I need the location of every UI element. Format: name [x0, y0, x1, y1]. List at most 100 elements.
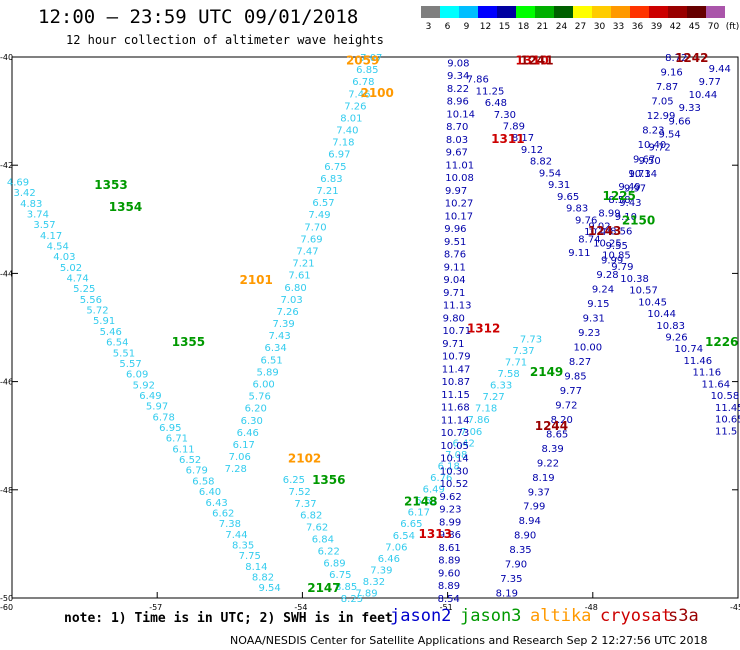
- colorbar-swatch: [649, 6, 668, 18]
- colorbar-label: 24: [555, 22, 568, 32]
- swh-value: 8.94: [519, 516, 541, 527]
- swh-value: 9.54: [539, 168, 561, 179]
- swh-value: 8.19: [532, 473, 554, 484]
- time-label: 1243: [588, 224, 621, 238]
- colorbar-swatch: [459, 6, 478, 18]
- swh-value: 9.12: [521, 145, 543, 156]
- swh-value: 6.17: [408, 508, 430, 519]
- swh-value: 10.30: [440, 466, 469, 477]
- swh-value: 6.54: [106, 338, 128, 349]
- swh-value: 10.44: [689, 90, 718, 101]
- swh-value: 9.65: [557, 192, 579, 203]
- swh-value: 5.02: [60, 263, 82, 274]
- swh-value: 6.42: [453, 438, 475, 449]
- lon-label: -45: [730, 603, 740, 612]
- swh-value: 6.71: [166, 434, 188, 445]
- swh-value: 6.20: [245, 404, 267, 415]
- colorbar-label: 15: [498, 22, 511, 32]
- colorbar-label: 36: [631, 22, 644, 32]
- time-label: 1311: [491, 132, 524, 146]
- swh-value: 7.87: [656, 82, 678, 93]
- swh-value: 7.39: [370, 565, 392, 576]
- swh-value: 5.89: [257, 367, 279, 378]
- swh-value: 7.26: [276, 307, 298, 318]
- lat-label: -48: [0, 486, 13, 495]
- swh-value: 9.11: [444, 262, 466, 273]
- swh-value: 9.04: [443, 275, 465, 286]
- swh-value: 8.74: [578, 235, 600, 246]
- swh-value: 6.09: [126, 370, 148, 381]
- swh-value: 10.14: [440, 454, 469, 465]
- swh-value: 9.67: [633, 154, 655, 165]
- swh-value: 6.17: [233, 440, 255, 451]
- colorbar-label: 70: [707, 22, 720, 32]
- swh-value: 11.47: [442, 364, 471, 375]
- swh-value: 10.44: [647, 309, 676, 320]
- swh-value: 6.95: [159, 423, 181, 434]
- lon-label: -48: [585, 603, 598, 612]
- swh-value: 11.45: [715, 403, 740, 414]
- swh-value: 7.06: [229, 452, 251, 463]
- swh-value: 7.75: [239, 551, 261, 562]
- swh-value: 11.14: [441, 415, 470, 426]
- satellite-cryosat: cryosat: [600, 606, 672, 626]
- satellite-s3a: s3a: [668, 606, 699, 626]
- swh-value: 7.37: [294, 499, 316, 510]
- swh-value: 10.27: [445, 199, 474, 210]
- swh-value: 6.78: [352, 77, 374, 88]
- swh-value: 8.35: [509, 545, 531, 556]
- swh-value: 7.89: [355, 589, 377, 600]
- swh-value: 9.66: [669, 116, 691, 127]
- swh-value: 7.43: [268, 331, 290, 342]
- swh-value: 6.82: [300, 511, 322, 522]
- swh-value: 8.20: [551, 415, 573, 426]
- lon-label: -60: [0, 603, 13, 612]
- swh-value: 8.82: [530, 157, 552, 168]
- swh-value: 7.06: [385, 542, 407, 553]
- swh-value: 7.38: [219, 519, 241, 530]
- time-label: 1354: [109, 200, 142, 214]
- swh-value: 8.99: [439, 517, 461, 528]
- swh-value: 8.82: [252, 573, 274, 584]
- swh-value: 9.43: [619, 198, 641, 209]
- swh-value: 7.35: [500, 574, 522, 585]
- colorbar-swatch: [421, 6, 440, 18]
- swh-value: 7.07: [360, 53, 382, 64]
- swh-value: 10.57: [629, 286, 658, 297]
- time-label: 2150: [622, 213, 655, 227]
- swh-value: 7.62: [306, 523, 328, 534]
- swh-value: 3.74: [27, 209, 49, 220]
- colorbar-label: 21: [536, 22, 549, 32]
- swh-value: 10.73: [441, 428, 470, 439]
- swh-value: 7.26: [344, 101, 366, 112]
- swh-value: 7.47: [296, 246, 318, 257]
- swh-value: 9.50: [638, 156, 660, 167]
- colorbar-swatch: [497, 6, 516, 18]
- colorbar-label: 45: [688, 22, 701, 32]
- swh-value: 5.97: [146, 402, 168, 413]
- colorbar-label: 42: [669, 22, 682, 32]
- swh-value: 8.01: [340, 113, 362, 124]
- swh-value: 11.68: [441, 403, 470, 414]
- swh-value: 6.75: [324, 162, 346, 173]
- swh-value: 9.49: [618, 182, 640, 193]
- swh-value: 6.30: [241, 416, 263, 427]
- swh-value: 8.76: [444, 250, 466, 261]
- swh-value: 6.84: [312, 534, 334, 545]
- time-label: 1225: [602, 189, 635, 203]
- swh-value: 8.70: [446, 122, 468, 133]
- time-label: 1244: [535, 419, 568, 433]
- swh-value: 9.73: [628, 169, 650, 180]
- swh-value: 6.46: [237, 428, 259, 439]
- swh-value: 7.46: [348, 89, 370, 100]
- swh-value: 9.67: [446, 148, 468, 159]
- swh-value: 9.11: [568, 248, 590, 259]
- swh-value: 7.39: [272, 319, 294, 330]
- swh-value: 8.32: [363, 577, 385, 588]
- swh-value: 6.79: [186, 466, 208, 477]
- swh-value: 8.23: [642, 125, 664, 136]
- time-label: 1355: [172, 335, 205, 349]
- satellite-altika: altika: [530, 606, 592, 626]
- swh-value: 10.74: [674, 344, 703, 355]
- swh-value: 5.46: [100, 327, 122, 338]
